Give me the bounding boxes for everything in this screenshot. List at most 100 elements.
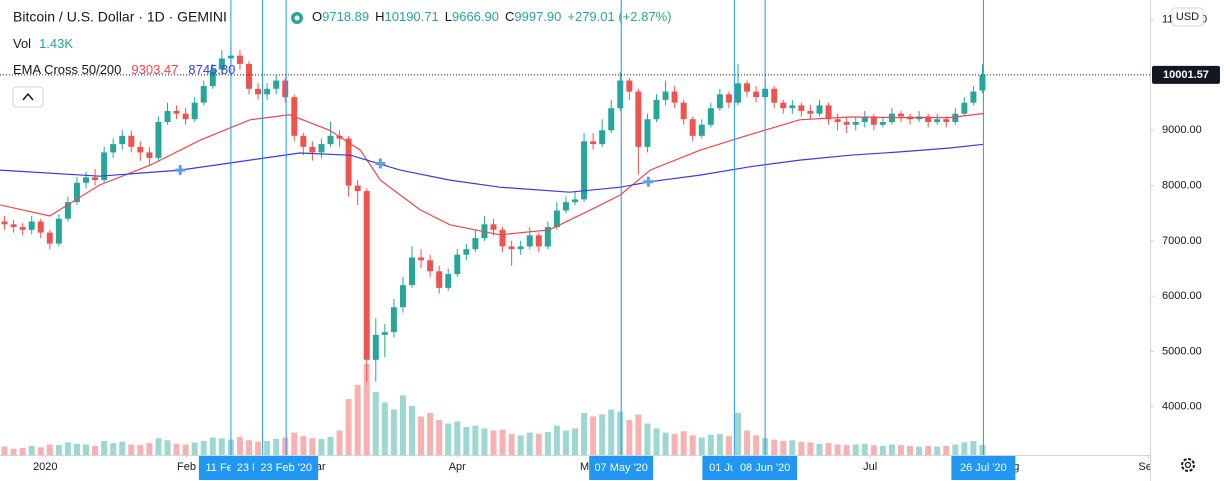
- candle-body: [870, 116, 877, 125]
- volume-bar: [961, 442, 968, 455]
- collapse-button[interactable]: [12, 86, 44, 108]
- legend-row: EMA Cross 50/200 9303.47 8745.80: [13, 62, 235, 77]
- last-price-box: [1152, 65, 1220, 84]
- candle-body: [590, 141, 597, 145]
- volume-bar: [300, 436, 307, 455]
- collapse-icon: [22, 92, 34, 101]
- currency-box[interactable]: [1171, 7, 1204, 27]
- volume-bar: [336, 430, 343, 455]
- candle-body: [46, 232, 53, 244]
- volume-bar: [671, 434, 678, 455]
- volume-bar: [454, 421, 461, 455]
- candle-body: [173, 110, 180, 114]
- volume-bar: [46, 444, 53, 455]
- volume-bar: [816, 443, 823, 455]
- volume-bar: [309, 438, 316, 455]
- volume-bar: [825, 443, 832, 455]
- volume-bar: [590, 416, 597, 455]
- candle-body: [562, 202, 569, 211]
- plot-area: [0, 0, 1150, 455]
- legend-item: Vol: [13, 36, 31, 51]
- volume-bar: [1, 446, 8, 455]
- volume-bar: [870, 445, 877, 455]
- volume-bar: [635, 414, 642, 455]
- candle-body: [200, 86, 207, 103]
- volume-bar: [843, 445, 850, 455]
- candle-body: [816, 105, 823, 114]
- volume-bar: [264, 441, 271, 455]
- candle-body: [472, 238, 479, 250]
- volume-bar: [916, 446, 923, 455]
- volume-bar: [662, 432, 669, 455]
- settings-icon[interactable]: [1181, 458, 1195, 472]
- volume-bar: [943, 445, 950, 455]
- volume-bar: [925, 445, 932, 455]
- volume-bar: [445, 423, 452, 455]
- volume-bar: [83, 444, 90, 455]
- volume-bar: [517, 435, 524, 455]
- volume-bar: [354, 385, 361, 455]
- volume-bar: [698, 437, 705, 455]
- candle-body: [635, 91, 642, 147]
- candle-body: [155, 121, 162, 158]
- candle-body: [780, 102, 787, 109]
- marker-label-box: [254, 456, 319, 480]
- candle-body: [952, 113, 959, 122]
- volume-bar: [19, 448, 26, 455]
- legend-row: Vol 1.43K: [13, 36, 73, 51]
- volume-bar: [399, 395, 406, 455]
- volume-bar: [644, 423, 651, 455]
- candle-body: [164, 110, 171, 122]
- volume-bar: [10, 448, 17, 455]
- legend-item: L: [445, 9, 452, 24]
- legend-item: 9718.89: [322, 9, 369, 24]
- volume-bar: [970, 441, 977, 455]
- volume-bar: [128, 444, 135, 455]
- candle-body: [653, 99, 660, 120]
- volume-bar: [879, 445, 886, 455]
- candle-body: [110, 144, 117, 153]
- candle-body: [861, 116, 868, 122]
- volume-bar: [409, 406, 415, 455]
- legend-item: O: [312, 9, 322, 24]
- volume-bar: [535, 434, 542, 455]
- legend-item: 1.43K: [39, 36, 73, 51]
- x-tick-label: 2020: [33, 461, 57, 473]
- volume-bar: [771, 439, 778, 455]
- candle-body: [454, 254, 461, 275]
- volume-bar: [73, 443, 80, 455]
- candle-body: [282, 80, 289, 98]
- marker-label: 23 Feb '20: [260, 462, 312, 474]
- volume-bar: [562, 430, 569, 455]
- legend-item: C: [505, 9, 514, 24]
- candle-body: [943, 119, 950, 122]
- candle-body: [10, 224, 17, 228]
- cross-marker: [175, 165, 186, 176]
- candle-body: [753, 91, 760, 98]
- volume-bar: [282, 437, 289, 455]
- candle-body: [354, 185, 361, 192]
- legend-row: O9718.89 H10190.71 L9666.90 C9997.90 +279.01…: [312, 9, 671, 24]
- volume-bar: [780, 441, 787, 455]
- cross-marker: [375, 158, 386, 169]
- candle-body: [852, 121, 859, 125]
- volume-bar: [861, 443, 868, 455]
- volume-bar: [345, 399, 352, 455]
- candle-body: [463, 249, 470, 255]
- candle-body: [381, 332, 388, 335]
- volume-bar: [499, 429, 506, 455]
- volume-bar: [173, 443, 180, 455]
- volume-bar: [689, 435, 696, 455]
- volume-bar: [581, 413, 588, 455]
- volume-bar: [164, 440, 171, 455]
- volume-bar: [191, 442, 198, 455]
- candle-body: [246, 63, 253, 89]
- volume-bar: [626, 420, 633, 455]
- candle-body: [64, 202, 71, 219]
- candle-body: [789, 105, 796, 109]
- volume-bar: [490, 430, 497, 455]
- candle-body: [83, 177, 90, 183]
- candle-body: [879, 121, 886, 125]
- marker-label-box: [951, 456, 1016, 480]
